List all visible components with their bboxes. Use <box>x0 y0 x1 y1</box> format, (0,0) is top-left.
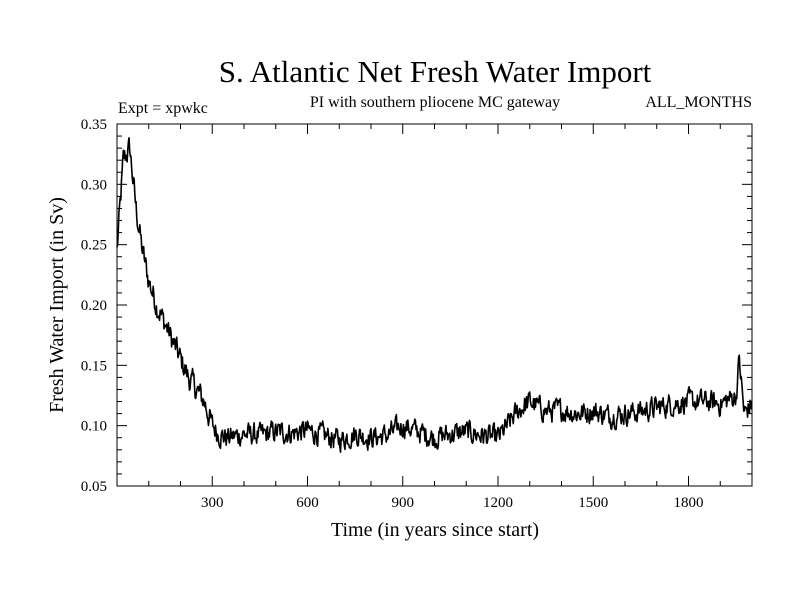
x-tick-label: 600 <box>296 495 319 511</box>
x-tick-label: 900 <box>392 495 415 511</box>
axis-ticks: 0.05 0.10 0.15 0.20 0.25 0.30 0.35 300 600 900 120… <box>81 117 752 511</box>
x-tick-label: 1200 <box>483 495 513 511</box>
y-tick-label: 0.20 <box>81 298 107 314</box>
x-tick-label: 1800 <box>674 495 704 511</box>
x-axis-label: Time (in years since start) <box>331 519 539 541</box>
expt-label: Expt = xpwkc <box>118 100 208 117</box>
series-group <box>116 136 753 453</box>
y-tick-label: 0.30 <box>81 177 107 193</box>
y-tick-label: 0.15 <box>81 358 107 374</box>
series-line <box>116 136 753 453</box>
y-axis-label: Fresh Water Import (in Sv) <box>46 197 68 413</box>
y-tick-label: 0.25 <box>81 238 107 254</box>
y-tick-label: 0.05 <box>81 479 107 495</box>
y-tick-label: 0.10 <box>81 419 107 435</box>
chart-title: S. Atlantic Net Fresh Water Import <box>219 54 652 89</box>
x-tick-label: 1500 <box>578 495 608 511</box>
x-tick-label: 300 <box>201 495 224 511</box>
chart-subtitle: PI with southern pliocene MC gateway <box>310 94 560 111</box>
y-tick-label: 0.35 <box>81 117 107 133</box>
months-label: ALL_MONTHS <box>645 94 752 111</box>
plot-area: 0.05 0.10 0.15 0.20 0.25 0.30 0.35 300 600 900 120… <box>81 117 753 511</box>
